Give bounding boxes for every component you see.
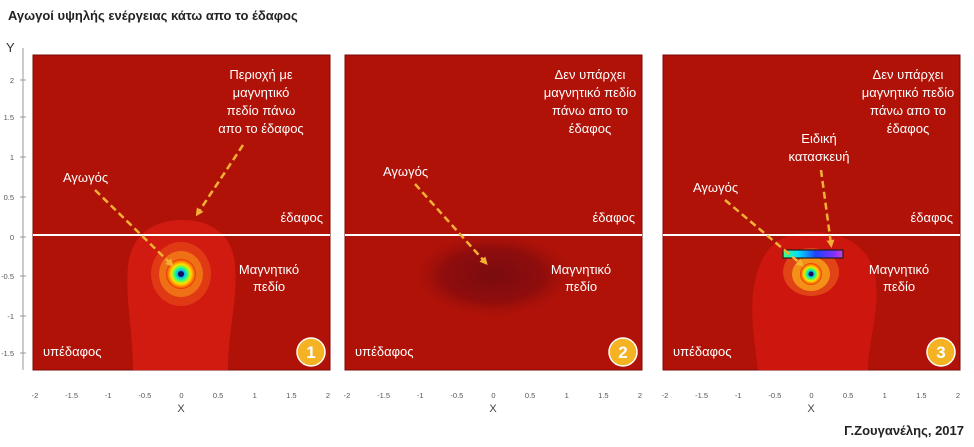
x-tick-label: 1.5 xyxy=(286,391,296,400)
top-note-line: πεδίο πάνω xyxy=(227,103,296,118)
conductor-label: Αγωγός xyxy=(693,180,738,195)
special-construction-plate xyxy=(782,249,844,259)
conductor-arrow xyxy=(94,189,174,267)
top-note-line: μαγνητικό xyxy=(233,85,290,100)
conductor-arrow xyxy=(724,199,805,267)
page-title: Αγωγοί υψηλής ενέργειας κάτω απο το έδαφ… xyxy=(8,8,298,23)
field-label-line: πεδίο xyxy=(253,279,285,294)
conductor-label: Αγωγός xyxy=(383,164,428,179)
x-tick-label: -2 xyxy=(344,391,351,400)
subsoil-label: υπέδαφος xyxy=(355,344,414,359)
x-tick-label: -1.5 xyxy=(65,391,78,400)
x-axis: -2 -1.5 -1 -0.5 0 0.5 1 1.5 2 X xyxy=(32,391,330,415)
panel-2: Δεν υπάρχει μαγνητικό πεδίο πάνω απο το έδα… xyxy=(344,54,643,415)
panel-number: 1 xyxy=(306,343,315,362)
field-label-line: πεδίο xyxy=(883,279,915,294)
top-note-line: πάνω απο το xyxy=(870,103,946,118)
x-tick-label: -1 xyxy=(417,391,424,400)
x-tick-label: 0.5 xyxy=(525,391,535,400)
top-note-line: Περιοχή με xyxy=(229,67,293,82)
field-label-line: Μαγνητικό xyxy=(551,262,611,277)
field-label-line: Μαγνητικό xyxy=(869,262,929,277)
top-note-line: Δεν υπάρχει xyxy=(555,67,626,82)
y-tick-label: 2 xyxy=(10,76,14,85)
special-construction-arrow xyxy=(819,169,835,248)
field-label-line: πεδίο xyxy=(565,279,597,294)
ground-label: έδαφος xyxy=(593,210,635,225)
x-tick-label: -0.5 xyxy=(768,391,781,400)
top-note-line: έδαφος xyxy=(569,121,611,136)
panel-1: Περιοχή με μαγνητικό πεδίο πάνω απο το έδαφ… xyxy=(32,54,331,415)
x-tick-label: 0.5 xyxy=(843,391,853,400)
y-tick-label: 1.5 xyxy=(4,113,14,122)
x-tick-label: -1 xyxy=(735,391,742,400)
special-construction-label: Ειδική xyxy=(801,131,836,146)
panel-3: Δεν υπάρχει μαγνητικό πεδίο πάνω απο το έδα… xyxy=(662,54,961,415)
x-tick-label: 1.5 xyxy=(916,391,926,400)
conductor-center xyxy=(808,271,814,277)
x-tick-label: -1 xyxy=(105,391,112,400)
x-axis-label: X xyxy=(489,403,497,415)
conductor-arrow xyxy=(414,183,488,265)
field-region xyxy=(408,230,578,320)
ground-label: έδαφος xyxy=(911,210,953,225)
y-tick-label: 1 xyxy=(10,153,14,162)
x-tick-label: 1.5 xyxy=(598,391,608,400)
top-note-line: πάνω απο το xyxy=(552,103,628,118)
x-axis-label: X xyxy=(177,403,185,415)
top-note-line: απο το έδαφος xyxy=(218,121,303,136)
x-tick-label: 2 xyxy=(326,391,330,400)
x-tick-label: 1 xyxy=(565,391,569,400)
y-tick-label: -1.5 xyxy=(1,349,14,358)
panel-number-badge xyxy=(608,337,638,367)
conductor-center xyxy=(178,271,184,277)
panel-number-badge xyxy=(926,337,956,367)
y-axis-label: Y xyxy=(6,40,15,55)
panel-number: 2 xyxy=(618,343,627,362)
x-tick-label: 0 xyxy=(491,391,495,400)
x-axis-label: X xyxy=(807,403,815,415)
x-tick-label: 0 xyxy=(809,391,813,400)
special-construction-label: κατασκευή xyxy=(789,149,850,164)
field-region xyxy=(752,232,877,370)
subsoil-label: υπέδαφος xyxy=(43,344,102,359)
conductor-label: Αγωγός xyxy=(63,170,108,185)
y-axis: Y 2 1.5 1 0.5 0 -0.5 -1 -1.5 xyxy=(1,40,26,370)
x-tick-label: -0.5 xyxy=(138,391,151,400)
x-tick-label: 2 xyxy=(638,391,642,400)
x-tick-label: 0 xyxy=(179,391,183,400)
x-tick-label: 2 xyxy=(956,391,960,400)
panel-number-badge xyxy=(296,337,326,367)
y-tick-label: 0 xyxy=(10,233,14,242)
x-axis: -2 -1.5 -1 -0.5 0 0.5 1 1.5 2 X xyxy=(344,391,642,415)
x-tick-label: -1.5 xyxy=(695,391,708,400)
x-tick-label: 1 xyxy=(253,391,257,400)
y-tick-label: 0.5 xyxy=(4,193,14,202)
y-tick-label: -1 xyxy=(7,312,14,321)
x-tick-label: 0.5 xyxy=(213,391,223,400)
top-note-line: μαγνητικό πεδίο xyxy=(544,85,637,100)
top-note-line: Δεν υπάρχει xyxy=(873,67,944,82)
top-note-line: έδαφος xyxy=(887,121,929,136)
ground-label: έδαφος xyxy=(281,210,323,225)
author-credit: Γ.Ζουγανέλης, 2017 xyxy=(844,423,964,438)
top-note-line: μαγνητικό πεδίο xyxy=(862,85,955,100)
x-tick-label: -0.5 xyxy=(450,391,463,400)
subsoil-label: υπέδαφος xyxy=(673,344,732,359)
x-tick-label: 1 xyxy=(883,391,887,400)
x-axis: -2 -1.5 -1 -0.5 0 0.5 1 1.5 2 X xyxy=(662,391,960,415)
x-tick-label: -2 xyxy=(32,391,39,400)
region-arrow xyxy=(195,144,245,217)
x-tick-label: -1.5 xyxy=(377,391,390,400)
y-tick-label: -0.5 xyxy=(1,272,14,281)
panel-number: 3 xyxy=(936,343,945,362)
field-label-line: Μαγνητικό xyxy=(239,262,299,277)
x-tick-label: -2 xyxy=(662,391,669,400)
